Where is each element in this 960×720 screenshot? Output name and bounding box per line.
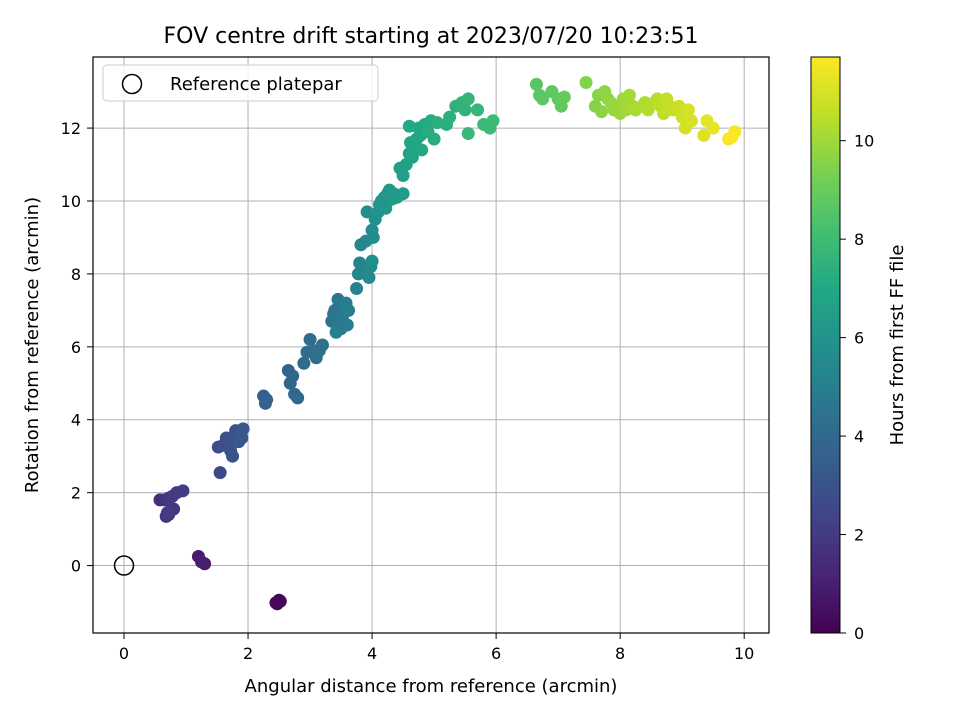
data-point [405, 150, 419, 164]
x-tick-label: 0 [119, 644, 129, 663]
x-tick-label: 4 [367, 644, 377, 663]
data-point [379, 201, 393, 215]
y-tick-label: 4 [71, 411, 81, 430]
x-tick-label: 8 [615, 644, 625, 663]
data-point [622, 88, 636, 102]
reference-marker [113, 555, 135, 576]
x-axis-label: Angular distance from reference (arcmin) [245, 676, 618, 697]
data-point [365, 254, 379, 268]
data-point [286, 369, 300, 383]
colorbar-tick-label: 2 [854, 526, 864, 545]
colorbar-label: Hours from first FF file [887, 245, 908, 446]
colorbar-ticks: 0 2 4 6 8 10 [840, 132, 874, 643]
y-tick-label: 2 [71, 484, 81, 503]
legend: Reference platepar [102, 64, 379, 102]
legend-marker [121, 73, 143, 95]
grid [93, 57, 769, 633]
x-tick-label: 2 [243, 644, 253, 663]
data-point [458, 103, 472, 117]
data-point [291, 391, 305, 405]
data-point [461, 127, 475, 141]
data-point [681, 103, 695, 117]
colorbar [810, 56, 841, 634]
data-point [415, 143, 429, 157]
data-point [362, 271, 376, 285]
data-point [396, 187, 410, 201]
data-point [402, 119, 416, 133]
data-point [260, 393, 274, 407]
data-point [595, 105, 609, 119]
y-tick-label: 8 [71, 265, 81, 284]
y-tick-label: 10 [61, 192, 81, 211]
data-point [579, 76, 593, 90]
data-point [697, 128, 711, 142]
data-point [339, 296, 353, 310]
data-point [176, 484, 190, 498]
data-point [195, 555, 209, 569]
y-tick-label: 12 [61, 119, 81, 138]
data-point [329, 325, 343, 339]
data-point [427, 132, 441, 146]
data-point [303, 333, 317, 347]
data-point [725, 130, 739, 144]
axis-ticks: 0 2 4 6 8 10 0 2 4 6 8 10 12 [61, 119, 755, 663]
data-point [224, 444, 238, 458]
x-tick-label: 6 [491, 644, 501, 663]
data-point [396, 168, 410, 182]
scatter-points [113, 76, 742, 611]
data-point [443, 110, 457, 124]
legend-box [102, 64, 379, 102]
colorbar-tick-label: 8 [854, 230, 864, 249]
colorbar-tick-label: 4 [854, 427, 864, 446]
data-point [706, 121, 720, 135]
data-point [340, 318, 354, 332]
chart-title: FOV centre drift starting at 2023/07/20 … [164, 24, 699, 49]
data-point [297, 356, 311, 370]
y-axis-label: Rotation from reference (arcmin) [22, 197, 43, 493]
colorbar-tick-label: 10 [854, 132, 874, 151]
data-point [486, 114, 500, 128]
data-point [536, 92, 550, 106]
data-point [557, 90, 571, 104]
data-point [471, 103, 485, 117]
plot-frame [92, 56, 770, 634]
data-point [684, 114, 698, 128]
y-tick-label: 0 [71, 557, 81, 576]
data-point [350, 281, 364, 295]
data-point [213, 466, 227, 480]
y-tick-label: 6 [71, 338, 81, 357]
colorbar-tick-label: 6 [854, 329, 864, 348]
data-point [160, 506, 174, 520]
x-tick-label: 10 [734, 644, 754, 663]
data-point [315, 338, 329, 352]
legend-label: Reference platepar [170, 74, 342, 95]
colorbar-tick-label: 0 [854, 624, 864, 643]
data-point [461, 92, 475, 106]
data-point [529, 77, 543, 91]
data-point [234, 427, 248, 441]
data-point [366, 230, 380, 244]
data-point [269, 596, 283, 610]
